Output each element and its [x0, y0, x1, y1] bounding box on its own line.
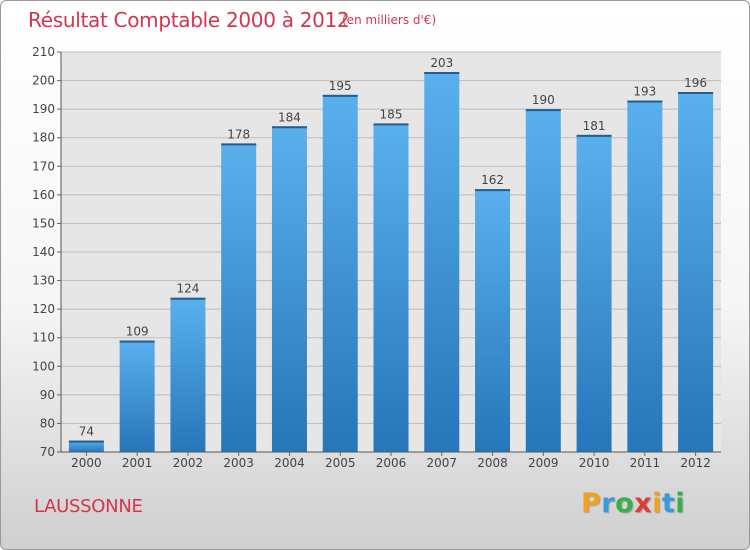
chart-subtitle: (en milliers d'€) [342, 13, 437, 27]
y-tick-label: 150 [32, 216, 55, 230]
y-tick-label: 130 [32, 274, 55, 288]
y-tick-label: 110 [32, 331, 55, 345]
commune-name: LAUSSONNE [34, 496, 143, 517]
y-tick-label: 200 [32, 74, 55, 88]
bar [627, 100, 663, 453]
value-label: 181 [583, 119, 606, 133]
logo-letter: o [615, 488, 635, 519]
x-tick-label: 2011 [630, 456, 661, 470]
x-tick-label: 2009 [528, 456, 559, 470]
bar-top-edge [678, 92, 714, 94]
x-tick-label: 2010 [579, 456, 610, 470]
value-label: 74 [79, 425, 94, 439]
x-tick-label: 2000 [71, 456, 102, 470]
x-tick-labels: 2000 2001 2002 2003 2004 2005 2006 2007 2008 2009… [71, 456, 711, 470]
bar [576, 134, 612, 452]
logo-letter: r [601, 488, 616, 519]
x-tick-label: 2012 [680, 456, 711, 470]
bar [424, 72, 460, 452]
logo-letter: i [675, 488, 686, 519]
bar [373, 123, 409, 452]
logo-letter: t [661, 488, 676, 519]
y-tick-labels: 70 80 90 100 110 120 130 140 150 160 170 180 190 200 2… [32, 45, 55, 459]
y-tick-label: 160 [32, 188, 55, 202]
x-tick-label: 2007 [426, 456, 457, 470]
value-label: 190 [532, 93, 555, 107]
x-tick-label: 2001 [122, 456, 153, 470]
bar [68, 440, 104, 452]
x-tick-label: 2004 [274, 456, 305, 470]
bar-top-edge [627, 100, 663, 103]
value-label: 193 [633, 85, 656, 99]
y-tick-label: 180 [32, 131, 55, 145]
value-label: 124 [176, 282, 199, 296]
proxiti-logo: Proxiti [581, 488, 685, 519]
bar-top-edge [322, 94, 358, 97]
x-tick-label: 2005 [325, 456, 356, 470]
y-tick-label: 140 [32, 245, 55, 259]
bar [678, 92, 714, 452]
bar-top-edge [221, 143, 257, 146]
value-label: 178 [227, 127, 250, 141]
value-label: 184 [278, 110, 301, 124]
value-label: 185 [380, 107, 403, 121]
value-label: 162 [481, 173, 504, 187]
bar-top-edge [525, 109, 561, 112]
bar [271, 126, 307, 453]
bar [475, 189, 511, 452]
y-tick-label: 120 [32, 302, 55, 316]
logo-letter: P [581, 488, 602, 519]
y-tick-label: 70 [40, 445, 55, 459]
bar [525, 109, 561, 453]
bar [170, 297, 206, 452]
bar-top-edge [475, 189, 511, 192]
chart-title: Résultat Comptable 2000 à 2012 [28, 8, 350, 32]
y-tick-label: 80 [40, 416, 55, 430]
y-tick-label: 170 [32, 159, 55, 173]
value-label: 203 [430, 56, 453, 70]
bar-top-edge [373, 123, 409, 126]
y-tick-label: 190 [32, 102, 55, 116]
x-tick-label: 2008 [477, 456, 508, 470]
value-label: 195 [329, 79, 352, 93]
bar-top-edge [271, 126, 307, 129]
bar-top-edge [576, 134, 612, 137]
y-tick-label: 90 [40, 388, 55, 402]
bar [322, 94, 358, 452]
x-tick-label: 2003 [223, 456, 254, 470]
bar-top-edge [424, 72, 460, 74]
logo-letter: i [652, 488, 662, 519]
value-label: 196 [684, 76, 707, 90]
bar-top-edge [68, 440, 104, 443]
y-tick-label: 210 [32, 45, 55, 59]
bar-top-edge [119, 340, 155, 343]
axes [60, 52, 721, 456]
x-tick-label: 2002 [173, 456, 204, 470]
bar-top-edge [170, 297, 206, 300]
y-tick-label: 100 [32, 359, 55, 373]
bar [221, 143, 257, 452]
logo-letter: x [634, 488, 653, 519]
bar [119, 340, 155, 452]
value-label: 109 [126, 325, 149, 339]
value-labels: 74 109 124 178 184 195 185 203 162 190 181 193 196 [79, 56, 707, 439]
bars [68, 72, 714, 453]
x-tick-label: 2006 [376, 456, 407, 470]
